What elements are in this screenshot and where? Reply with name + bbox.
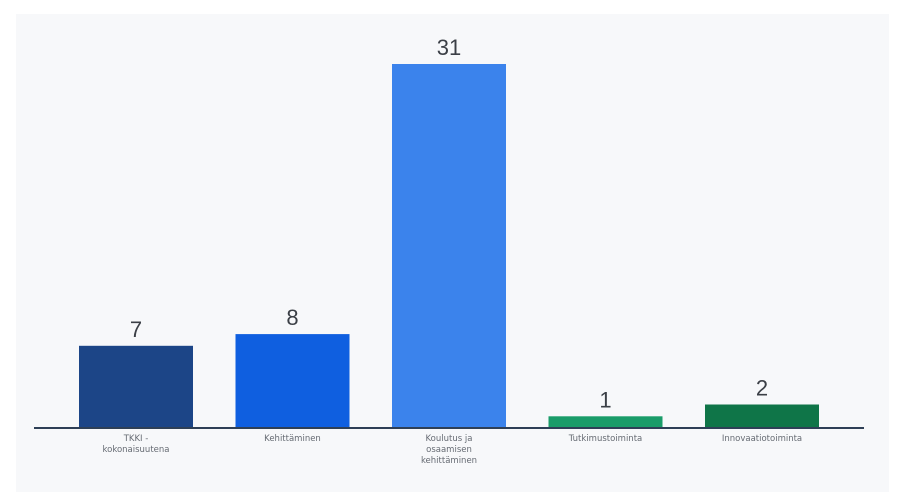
- value-label-4: 2: [756, 376, 768, 401]
- category-label-line: Kehittäminen: [264, 434, 321, 444]
- category-label-line: Tutkimustoiminta: [568, 434, 642, 444]
- category-label-1: Kehittäminen: [264, 434, 321, 444]
- category-label-3: Tutkimustoiminta: [568, 434, 642, 444]
- category-labels-group: TKKI -kokonaisuutena Kehittäminen Koulutus…: [103, 434, 803, 466]
- bar-0: [79, 345, 193, 428]
- category-label-line: kehittäminen: [421, 456, 477, 466]
- value-label-0: 7: [130, 317, 142, 342]
- category-label-4: Innovaatiotoiminta: [722, 434, 802, 444]
- value-label-2: 31: [437, 35, 461, 60]
- category-label-0: TKKI -kokonaisuutena: [103, 434, 170, 455]
- category-label-line: Innovaatiotoiminta: [722, 434, 802, 444]
- bar-2: [392, 64, 506, 428]
- bar-3: [548, 416, 663, 428]
- category-label-line: TKKI -: [123, 434, 149, 444]
- category-label-line: kokonaisuutena: [103, 445, 170, 455]
- bar-1: [235, 334, 350, 428]
- value-labels-group: 7 8 31 1 2: [130, 35, 768, 412]
- value-label-3: 1: [599, 387, 611, 412]
- category-label-line: osaamisen: [426, 445, 472, 455]
- bar-4: [705, 404, 819, 428]
- bars-group: [79, 64, 819, 428]
- category-label-line: Koulutus ja: [426, 434, 473, 444]
- category-label-2: Koulutus ja osaamisen kehittäminen: [421, 434, 477, 466]
- value-label-1: 8: [286, 305, 298, 330]
